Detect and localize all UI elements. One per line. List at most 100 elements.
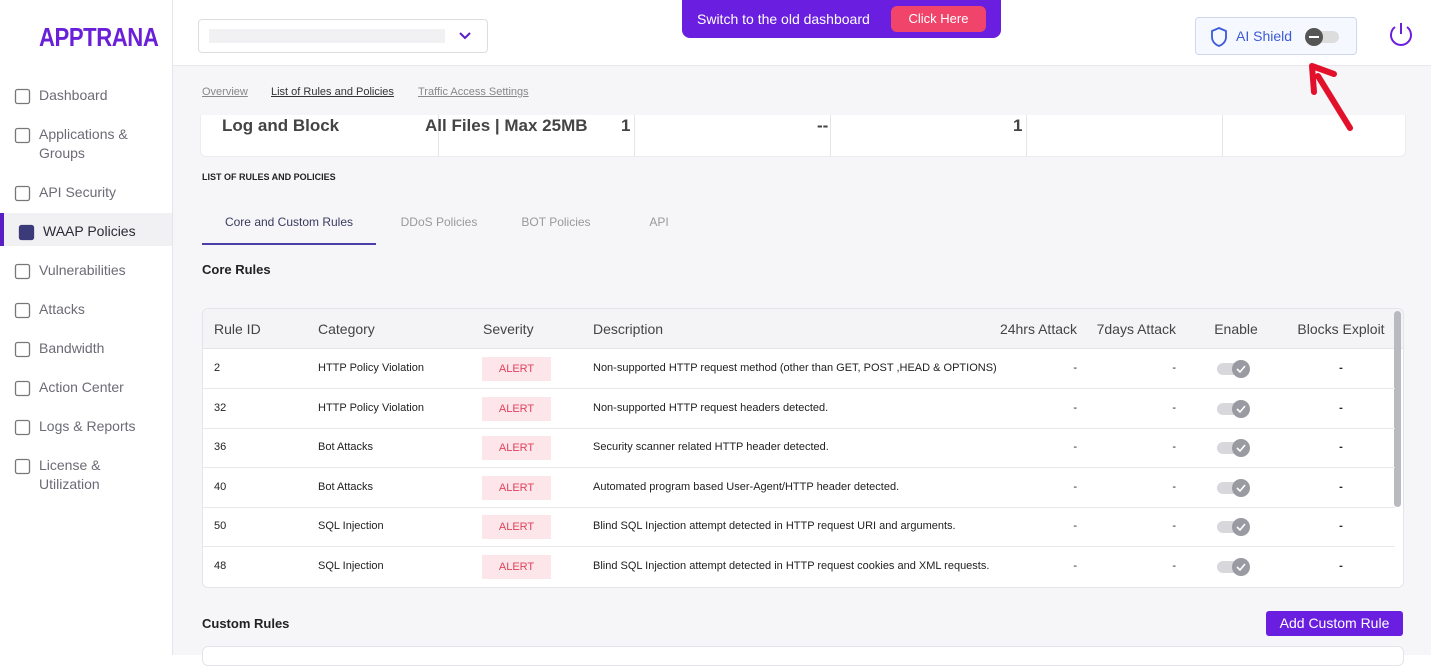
nav-label: Dashboard — [39, 87, 108, 103]
severity-badge: ALERT — [482, 554, 551, 579]
cell: Blind SQL Injection attempt detected in … — [593, 520, 956, 532]
tab[interactable]: BOT Policies — [521, 215, 591, 229]
toggle[interactable] — [1303, 27, 1343, 47]
nav-item[interactable]: API Security — [14, 183, 164, 202]
top-bar: Switch to the old dashboard Click Here A… — [173, 0, 1431, 66]
add-custom-rule[interactable]: Add Custom Rule — [1266, 611, 1403, 636]
enable-toggle[interactable] — [1217, 399, 1253, 418]
nav-icon — [14, 419, 31, 436]
enable-toggle[interactable] — [1217, 359, 1253, 378]
cell: Automated program based User-Agent/HTTP … — [593, 480, 900, 493]
breadcrumb[interactable]: Traffic Access Settings — [418, 86, 529, 98]
site-select[interactable] — [198, 19, 488, 53]
column-header: Rule ID — [214, 321, 261, 337]
column-header: Blocks Exploit — [1297, 321, 1385, 337]
cell: HTTP Policy Violation — [318, 401, 424, 414]
breadcrumb[interactable]: Overview — [202, 86, 248, 98]
toggle-switch — [1217, 439, 1250, 457]
summary-value: Log and Block — [222, 116, 340, 135]
ai-shield-label: AI Shield — [1236, 28, 1293, 44]
enable-toggle[interactable] — [1217, 438, 1253, 457]
enable-toggle[interactable] — [1217, 557, 1253, 576]
nav-item[interactable]: Vulnerabilities — [14, 261, 164, 280]
severity-badge: ALERT — [482, 515, 551, 539]
cell: Bot Attacks — [318, 480, 374, 493]
active-indicator — [0, 213, 4, 246]
power-icon[interactable] — [1386, 20, 1416, 50]
cell: 32 — [214, 401, 227, 414]
summary-value: -- — [817, 116, 829, 135]
cell: 2 — [214, 362, 221, 374]
shield-icon — [1211, 27, 1227, 47]
cell: - — [1073, 520, 1077, 532]
redacted — [209, 29, 445, 43]
cell: Blind SQL Injection attempt detected in … — [593, 559, 990, 572]
nav-item[interactable]: WAAP Policies — [18, 222, 168, 241]
nav-icon — [14, 302, 31, 319]
scrollbar — [1394, 311, 1401, 507]
column-header: 24hrs Attack — [999, 321, 1077, 337]
nav-item[interactable]: Attacks — [14, 300, 164, 319]
nav-icon — [14, 380, 31, 397]
custom-rules-table — [202, 646, 1404, 666]
summary-value: 1 — [621, 116, 631, 135]
nav-label: Logs & Reports — [39, 418, 136, 434]
blocks-exploit: - — [1339, 441, 1343, 453]
cell: - — [1172, 480, 1176, 493]
core-rules-table: Rule ID Category Severity Description 24hrs … — [202, 308, 1404, 588]
breadcrumb[interactable]: List of Rules and Policies — [271, 86, 394, 98]
cell: - — [1073, 441, 1077, 453]
main: Log and Block All Files | Max 25MB 1 -- 1 Ru… — [173, 66, 1431, 666]
banner: Switch to the old dashboard Click Here — [682, 0, 1001, 38]
blocks-exploit: - — [1339, 559, 1343, 572]
column-header: Category — [318, 321, 375, 337]
enable-toggle[interactable] — [1217, 517, 1253, 536]
blocks-exploit: - — [1339, 362, 1343, 374]
severity-badge: ALERT — [482, 396, 551, 421]
blocks-exploit: - — [1339, 401, 1343, 414]
severity-badge: ALERT — [482, 475, 551, 500]
toggle-switch — [1217, 557, 1250, 576]
cell: - — [1172, 362, 1176, 374]
blocks-exploit: - — [1339, 520, 1343, 532]
nav-label: Action Center — [39, 379, 124, 395]
tab[interactable]: Core and Custom Rules — [224, 215, 354, 229]
toggle-switch — [1217, 478, 1250, 497]
cell: - — [1172, 559, 1176, 572]
click-here[interactable]: Click Here — [891, 6, 986, 32]
tab[interactable]: DDoS Policies — [400, 215, 478, 229]
cell: - — [1073, 401, 1077, 414]
cell: Non-supported HTTP request headers detec… — [593, 401, 829, 414]
tab-underline — [202, 243, 376, 245]
cell: SQL Injection — [318, 520, 384, 532]
cell: - — [1172, 401, 1176, 414]
cell: 50 — [214, 520, 227, 532]
sidebar: APPTRANA Dashboard Applications & Groups A… — [0, 0, 173, 655]
row-line — [203, 467, 1395, 468]
cell: Bot Attacks — [318, 441, 374, 453]
column-header: Enable — [1214, 321, 1258, 337]
column-header: Description — [593, 321, 664, 337]
column-header: Severity — [483, 321, 534, 337]
blocks-exploit: - — [1339, 480, 1343, 493]
divider — [1222, 115, 1223, 156]
tab[interactable]: API — [649, 215, 669, 229]
nav-item[interactable]: License & Utilization — [14, 456, 164, 494]
custom-rules-title: Custom Rules — [202, 616, 290, 631]
nav-item[interactable]: Dashboard — [14, 86, 164, 105]
nav-icon — [14, 263, 31, 280]
nav-item[interactable]: Logs & Reports — [14, 417, 164, 436]
column-header: 7days Attack — [1096, 321, 1176, 337]
nav-item[interactable]: Bandwidth — [14, 339, 164, 358]
nav-item[interactable]: Action Center — [14, 378, 164, 397]
cell: 36 — [214, 441, 227, 453]
red-arrow — [1309, 63, 1353, 131]
enable-toggle[interactable] — [1217, 478, 1253, 497]
section-title: LIST OF RULES AND POLICIES — [202, 172, 336, 182]
cell: - — [1172, 520, 1176, 532]
ai-shield[interactable]: AI Shield — [1195, 17, 1357, 55]
summary-card: Log and Block All Files | Max 25MB 1 -- 1 — [200, 115, 1406, 157]
banner-text: Switch to the old dashboard — [697, 11, 870, 27]
nav-item[interactable]: Applications & Groups — [14, 125, 164, 163]
